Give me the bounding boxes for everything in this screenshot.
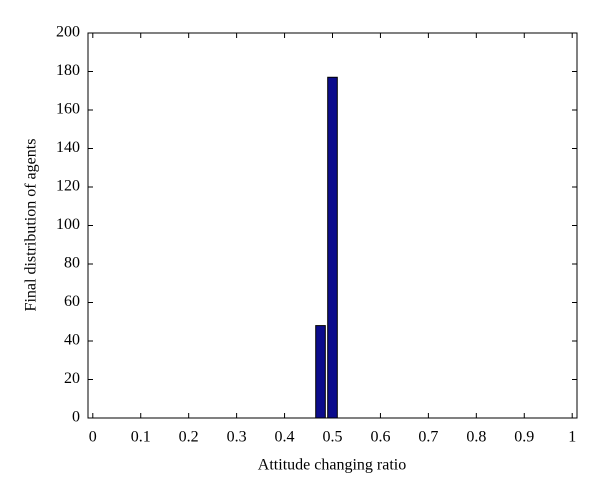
x-tick-label: 0.3 [227,429,247,446]
x-tick-label: 0.1 [131,429,151,446]
bar [327,76,338,419]
y-tick-label: 20 [64,370,80,387]
y-tick-label: 200 [56,24,80,41]
x-tick-label: 0.5 [323,429,343,446]
y-tick-label: 180 [56,62,80,79]
x-tick-label: 0 [89,429,97,446]
y-tick-label: 80 [64,255,80,272]
x-tick-label: 1 [568,429,576,446]
y-tick-label: 0 [72,409,80,426]
y-tick-label: 120 [56,178,80,195]
x-tick-label: 0.4 [275,429,295,446]
y-axis-label: Final distribution of agents [23,139,40,312]
x-tick-label: 0.7 [418,429,438,446]
y-tick-label: 100 [56,216,80,233]
x-tick-label: 0.8 [466,429,486,446]
x-tick-label: 0.9 [514,429,534,446]
x-tick-label: 0.6 [370,429,390,446]
bar [315,325,326,419]
y-tick-label: 160 [56,101,80,118]
y-tick-label: 60 [64,293,80,310]
x-axis-label: Attitude changing ratio [258,457,406,474]
y-tick-label: 140 [56,139,80,156]
x-tick-label: 0.2 [179,429,199,446]
y-tick-label: 40 [64,332,80,349]
